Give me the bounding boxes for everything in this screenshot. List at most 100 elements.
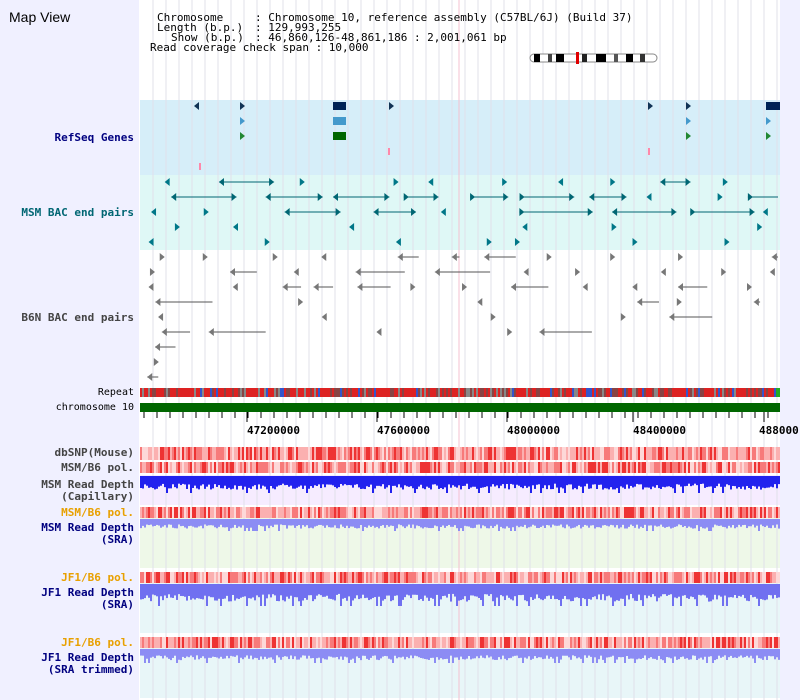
polymorphism-cell	[542, 507, 544, 518]
polymorphism-cell	[218, 447, 220, 460]
polymorphism-cell	[352, 447, 354, 460]
repeat-segment	[232, 388, 234, 397]
polymorphism-cell	[380, 447, 382, 460]
polymorphism-cell	[374, 462, 376, 473]
depth-bar	[526, 476, 528, 488]
depth-bar	[728, 476, 730, 486]
depth-bar	[232, 584, 234, 595]
polymorphism-cell	[710, 447, 712, 460]
depth-bar	[632, 584, 634, 599]
polymorphism-cell	[390, 507, 392, 518]
polymorphism-cell	[330, 462, 332, 473]
polymorphism-cell	[264, 447, 266, 460]
depth-bar	[206, 584, 208, 606]
polymorphism-cell	[174, 637, 176, 648]
depth-bar	[172, 476, 174, 485]
polymorphism-cell	[560, 572, 562, 583]
polymorphism-cell	[426, 637, 428, 648]
repeat-segment	[568, 388, 570, 397]
polymorphism-cell	[334, 572, 336, 583]
polymorphism-cell	[312, 637, 314, 648]
depth-bar	[280, 649, 282, 660]
polymorphism-cell	[772, 507, 774, 518]
repeat-segment	[320, 388, 322, 397]
depth-bar	[550, 649, 552, 657]
bac-end-arrow	[321, 313, 327, 321]
polymorphism-cell	[230, 447, 232, 460]
polymorphism-cell	[450, 507, 452, 518]
depth-bar	[566, 476, 568, 486]
depth-bar	[706, 476, 708, 488]
polymorphism-cell	[282, 637, 284, 648]
polymorphism-cell	[500, 507, 502, 518]
depth-bar	[208, 584, 210, 597]
depth-bar	[514, 519, 516, 531]
polymorphism-cell	[232, 637, 234, 648]
depth-bar	[440, 584, 442, 600]
depth-bar	[658, 584, 660, 598]
depth-bar	[542, 649, 544, 660]
depth-bar	[408, 476, 410, 487]
polymorphism-cell	[448, 507, 450, 518]
polymorphism-cell	[548, 462, 550, 473]
depth-bar	[456, 476, 458, 488]
depth-bar	[412, 476, 414, 489]
repeat-segment	[278, 388, 280, 397]
repeat-segment	[608, 388, 610, 397]
depth-bar	[322, 476, 324, 485]
label-msm-b6-pol: MSM/B6 pol.	[61, 461, 134, 474]
depth-bar	[678, 476, 680, 485]
polymorphism-cell	[172, 447, 174, 460]
depth-bar	[718, 584, 720, 596]
depth-bar	[342, 649, 344, 660]
polymorphism-cell	[146, 507, 148, 518]
depth-bar	[710, 519, 712, 531]
depth-bar	[660, 584, 662, 597]
depth-bar	[366, 476, 368, 487]
polymorphism-cell	[572, 447, 574, 460]
depth-bar	[606, 476, 608, 489]
polymorphism-cell	[230, 572, 232, 583]
repeat-segment	[644, 388, 646, 397]
polymorphism-cell	[282, 462, 284, 473]
depth-bar	[208, 519, 210, 526]
polymorphism-cell	[492, 637, 494, 648]
depth-bar	[296, 649, 298, 660]
polymorphism-cell	[650, 507, 652, 518]
polymorphism-cell	[720, 447, 722, 460]
depth-bar	[260, 476, 262, 489]
depth-bar	[304, 476, 306, 486]
polymorphism-cell	[168, 637, 170, 648]
polymorphism-cell	[376, 462, 378, 473]
depth-bar	[732, 519, 734, 526]
repeat-segment	[260, 388, 262, 397]
polymorphism-cell	[440, 637, 442, 648]
ideogram-position-marker	[576, 52, 579, 64]
polymorphism-cell	[498, 447, 500, 460]
depth-bar	[478, 584, 480, 599]
polymorphism-cell	[682, 637, 684, 648]
depth-bar	[540, 649, 542, 658]
polymorphism-cell	[418, 462, 420, 473]
depth-bar	[540, 584, 542, 600]
polymorphism-cell	[168, 507, 170, 518]
polymorphism-cell	[284, 572, 286, 583]
depth-bar	[486, 584, 488, 595]
polymorphism-cell	[596, 637, 598, 648]
depth-bar	[638, 649, 640, 659]
depth-bar	[618, 649, 620, 658]
polymorphism-cell	[182, 572, 184, 583]
polymorphism-cell	[396, 572, 398, 583]
polymorphism-cell	[394, 447, 396, 460]
polymorphism-cell	[748, 637, 750, 648]
depth-bar	[626, 649, 628, 657]
polymorphism-cell	[360, 572, 362, 583]
polymorphism-cell	[472, 447, 474, 460]
polymorphism-cell	[666, 447, 668, 460]
repeat-segment	[776, 388, 780, 397]
repeat-segment	[228, 388, 230, 397]
polymorphism-cell	[598, 507, 600, 518]
depth-bar	[720, 649, 722, 658]
polymorphism-cell	[360, 462, 362, 473]
